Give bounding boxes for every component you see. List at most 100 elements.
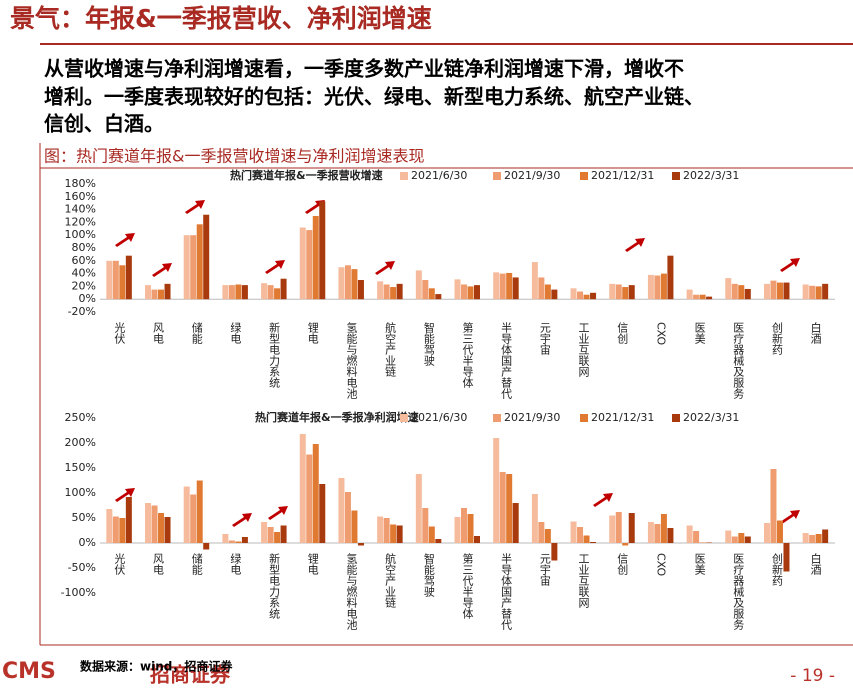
bar xyxy=(770,280,777,300)
bar xyxy=(461,508,467,543)
chart-title: 热门赛道年报&一季报净利润增速 xyxy=(255,410,419,424)
y-tick-label: 40% xyxy=(72,267,96,280)
x-tick-label: 氢能与燃料电池 xyxy=(345,321,358,399)
y-tick-label: 100% xyxy=(65,228,96,241)
bar xyxy=(577,527,584,543)
bar xyxy=(783,543,790,572)
bar xyxy=(499,273,506,300)
bar xyxy=(531,262,538,300)
bar xyxy=(615,512,622,543)
x-tick-label: CXO xyxy=(654,322,667,346)
legend-swatch xyxy=(580,414,588,422)
bar xyxy=(570,521,577,543)
y-tick-label: 200% xyxy=(65,436,96,449)
y-tick-label: 160% xyxy=(65,190,96,203)
bar xyxy=(119,518,126,543)
legend-label: 2022/3/31 xyxy=(683,411,739,424)
legend-label: 2021/9/30 xyxy=(504,169,560,182)
bar xyxy=(241,537,248,543)
bar xyxy=(763,283,770,300)
bar xyxy=(628,513,635,543)
y-tick-label: 180% xyxy=(65,177,96,190)
bar xyxy=(351,269,358,300)
bar xyxy=(435,539,442,543)
x-tick-label: 光伏 xyxy=(113,552,126,575)
x-tick-label: 航空产业链 xyxy=(384,321,397,377)
bar xyxy=(551,289,558,300)
bar xyxy=(467,514,474,543)
bar xyxy=(280,278,287,300)
bar xyxy=(686,289,693,300)
bar xyxy=(312,444,319,543)
bar xyxy=(106,509,113,543)
y-tick-label: 100% xyxy=(65,486,96,499)
trend-arrow xyxy=(593,493,613,507)
trend-arrow xyxy=(185,200,205,214)
bar xyxy=(183,235,190,300)
figure-caption: 图：热门赛道年报&一季报营收增速与净利润增速表现 xyxy=(44,147,424,166)
bar xyxy=(615,284,622,300)
x-tick-label: 医疗器械及服务 xyxy=(732,553,745,630)
trend-arrow xyxy=(375,261,395,275)
body-line: 增利。一季度表现较好的包括：光伏、绿电、新型电力系统、航空产业链、 xyxy=(44,85,704,109)
bar xyxy=(344,265,351,300)
x-tick-label: 创新药 xyxy=(770,553,783,587)
bar xyxy=(577,291,584,300)
bar xyxy=(183,486,190,543)
bar xyxy=(622,543,629,546)
bar xyxy=(145,285,152,300)
x-tick-label: 智能驾驶 xyxy=(422,321,435,367)
logo-text: CMS xyxy=(2,659,56,684)
bar xyxy=(802,533,809,543)
legend-swatch xyxy=(672,172,680,180)
bar xyxy=(228,285,235,300)
legend-label: 2021/6/30 xyxy=(411,411,467,424)
bar xyxy=(203,543,210,550)
y-tick-label: 140% xyxy=(65,203,96,216)
y-tick-label: 50% xyxy=(72,511,96,524)
x-tick-label: 第三代半导体 xyxy=(461,321,474,388)
y-tick-label: 120% xyxy=(65,215,96,228)
bar xyxy=(190,235,197,300)
trend-arrow xyxy=(268,506,288,520)
x-tick-label: 半导体国产替代 xyxy=(500,321,513,400)
bar xyxy=(590,542,597,543)
y-tick-label: 60% xyxy=(72,254,96,267)
bar xyxy=(706,542,713,543)
legend-label: 2022/3/31 xyxy=(683,169,739,182)
bar xyxy=(396,283,403,300)
source-note: 数据来源：wind，招商证券 xyxy=(80,659,233,674)
y-tick-label: 150% xyxy=(65,461,96,474)
legend-swatch xyxy=(580,172,588,180)
bar xyxy=(351,510,358,543)
bar xyxy=(660,273,667,300)
x-tick-label: 信创 xyxy=(616,322,629,345)
bar xyxy=(776,520,783,543)
bar xyxy=(164,517,171,543)
bar xyxy=(499,472,506,543)
bar xyxy=(299,434,306,543)
x-tick-label: 第三代半导体 xyxy=(461,552,474,619)
bar xyxy=(628,285,635,300)
bar xyxy=(738,285,745,300)
bar xyxy=(106,260,113,300)
bar xyxy=(815,534,822,543)
bar xyxy=(776,282,783,300)
x-tick-label: 信创 xyxy=(616,553,629,576)
bar xyxy=(222,534,229,543)
bar xyxy=(261,522,268,543)
bar xyxy=(815,286,822,300)
x-tick-label: 储能 xyxy=(190,321,203,345)
bar xyxy=(693,294,700,300)
bar xyxy=(235,284,242,300)
bar xyxy=(802,284,809,300)
x-tick-label: 元宇宙 xyxy=(538,553,551,587)
x-tick-label: 锂电 xyxy=(306,321,319,344)
x-tick-label: 创新药 xyxy=(770,322,783,356)
bar xyxy=(531,494,538,543)
bar xyxy=(512,277,519,300)
page-number: - 19 - xyxy=(790,666,835,686)
bar xyxy=(506,474,513,543)
bar xyxy=(654,524,661,543)
